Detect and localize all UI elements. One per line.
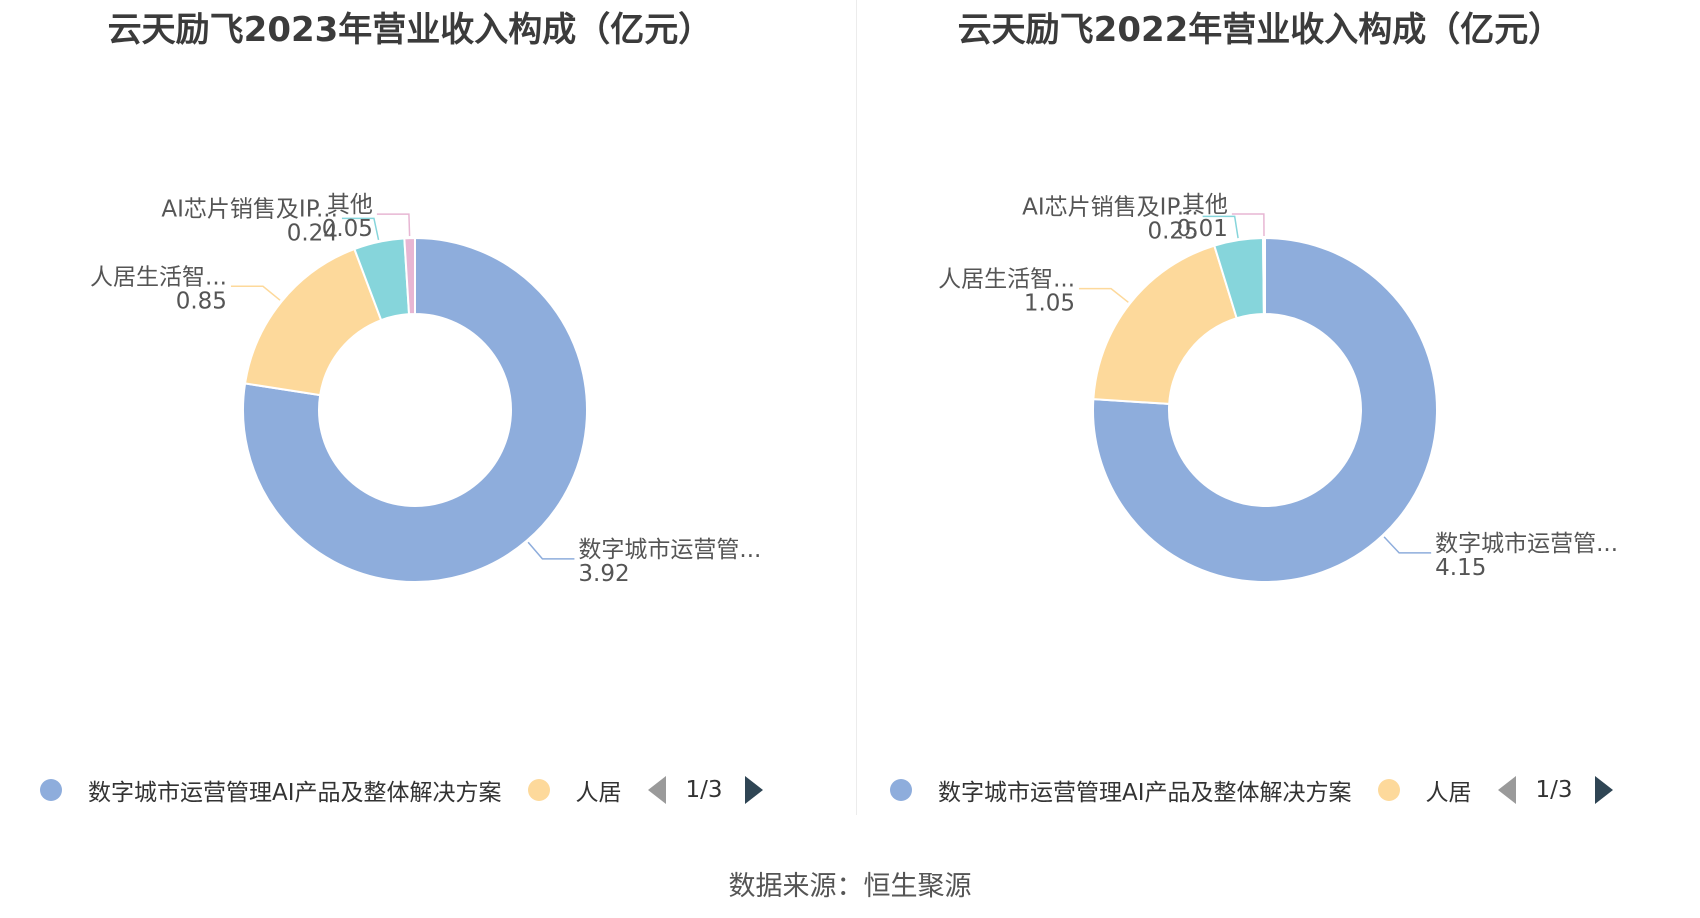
legend-dot-icon — [1377, 779, 1400, 801]
leader-line — [1231, 213, 1265, 237]
slice-label: 数字城市运营管... — [1435, 531, 1618, 557]
legend-dot-icon — [890, 779, 912, 801]
slice-value-label: 4.15 — [1435, 555, 1486, 581]
leader-line — [1383, 536, 1432, 554]
chart-panel-2022: 云天励飞2022年营业收入构成（亿元） 数字城市运营管... 4.15 人居生活智.… — [850, 0, 1700, 820]
legend-page-indicator: 1/3 — [685, 777, 723, 803]
pie-slice[interactable] — [1092, 236, 1438, 583]
data-source-note: 数据来源：恒生聚源 — [728, 871, 972, 902]
slice-value-label: 1.05 — [1024, 291, 1075, 317]
slice-value-label: 0.01 — [1177, 216, 1228, 242]
legend-pager: 1/3 — [1497, 776, 1613, 804]
slice-value-label: 0.25 — [1147, 218, 1198, 244]
chart-title: 云天励飞2022年营业收入构成（亿元） — [957, 10, 1563, 50]
legend-item[interactable]: 数字城市运营管理AI产品及整体解决方案 — [40, 773, 502, 807]
leader-line — [230, 285, 281, 301]
leader-line — [376, 213, 411, 237]
legend-label: 人居 — [575, 780, 622, 806]
prev-page-icon[interactable] — [647, 776, 666, 804]
pie-slice[interactable] — [403, 236, 416, 316]
slice-label: AI芯片销售及IP... — [161, 196, 338, 222]
slice-value-label: 0.05 — [322, 216, 373, 242]
legend-dot-icon — [40, 779, 62, 801]
legend-label: 数字城市运营管理AI产品及整体解决方案 — [938, 780, 1352, 806]
leader-line — [1202, 215, 1239, 239]
pie-slice[interactable] — [1262, 236, 1266, 316]
legend-label: 人居 — [1425, 780, 1472, 806]
pie-slice[interactable] — [242, 236, 588, 583]
legend-pager: 1/3 — [647, 776, 763, 804]
slice-label: AI芯片销售及IP... — [1022, 194, 1199, 220]
legend-item[interactable]: 人居 — [527, 773, 622, 807]
next-page-icon[interactable] — [744, 776, 763, 804]
legend-item[interactable]: 人居 — [1377, 773, 1472, 807]
leader-line — [527, 541, 575, 560]
leader-line — [1079, 287, 1129, 303]
slice-label: 其他 — [327, 192, 373, 218]
pie-slice[interactable] — [1092, 244, 1238, 405]
slice-label: 人居生活智... — [938, 267, 1075, 293]
donut-chart: 数字城市运营管...3.92 人居生活智...0.85 AI芯片销售及IP...0.… — [90, 192, 761, 587]
chart-panel-2023: 云天励飞2023年营业收入构成（亿元） 数字城市运营管... 3.92 人居生活智.… — [0, 0, 850, 820]
pie-slice[interactable] — [243, 247, 383, 397]
donut-chart: 数字城市运营管...4.15 人居生活智...1.05 AI芯片销售及IP...0.… — [938, 192, 1618, 583]
legend-dot-icon — [527, 779, 550, 801]
legend-page-indicator: 1/3 — [1535, 777, 1573, 803]
chart-title: 云天励飞2023年营业收入构成（亿元） — [107, 10, 713, 50]
prev-page-icon[interactable] — [1497, 776, 1516, 804]
slice-label: 人居生活智... — [90, 264, 227, 290]
chart-legend: 数字城市运营管理AI产品及整体解决方案 人居 1/3 — [40, 772, 763, 808]
slice-label: 数字城市运营管... — [578, 537, 761, 563]
legend-item[interactable]: 数字城市运营管理AI产品及整体解决方案 — [890, 773, 1352, 807]
slice-value-label: 0.85 — [176, 288, 227, 314]
chart-legend: 数字城市运营管理AI产品及整体解决方案 人居 1/3 — [890, 772, 1613, 808]
slice-label: 其他 — [1182, 192, 1228, 218]
next-page-icon[interactable] — [1594, 776, 1613, 804]
legend-label: 数字城市运营管理AI产品及整体解决方案 — [88, 780, 502, 806]
panel-divider — [856, 0, 857, 815]
slice-value-label: 3.92 — [578, 561, 629, 587]
slice-value-label: 0.24 — [287, 220, 338, 246]
leader-line — [341, 217, 380, 241]
